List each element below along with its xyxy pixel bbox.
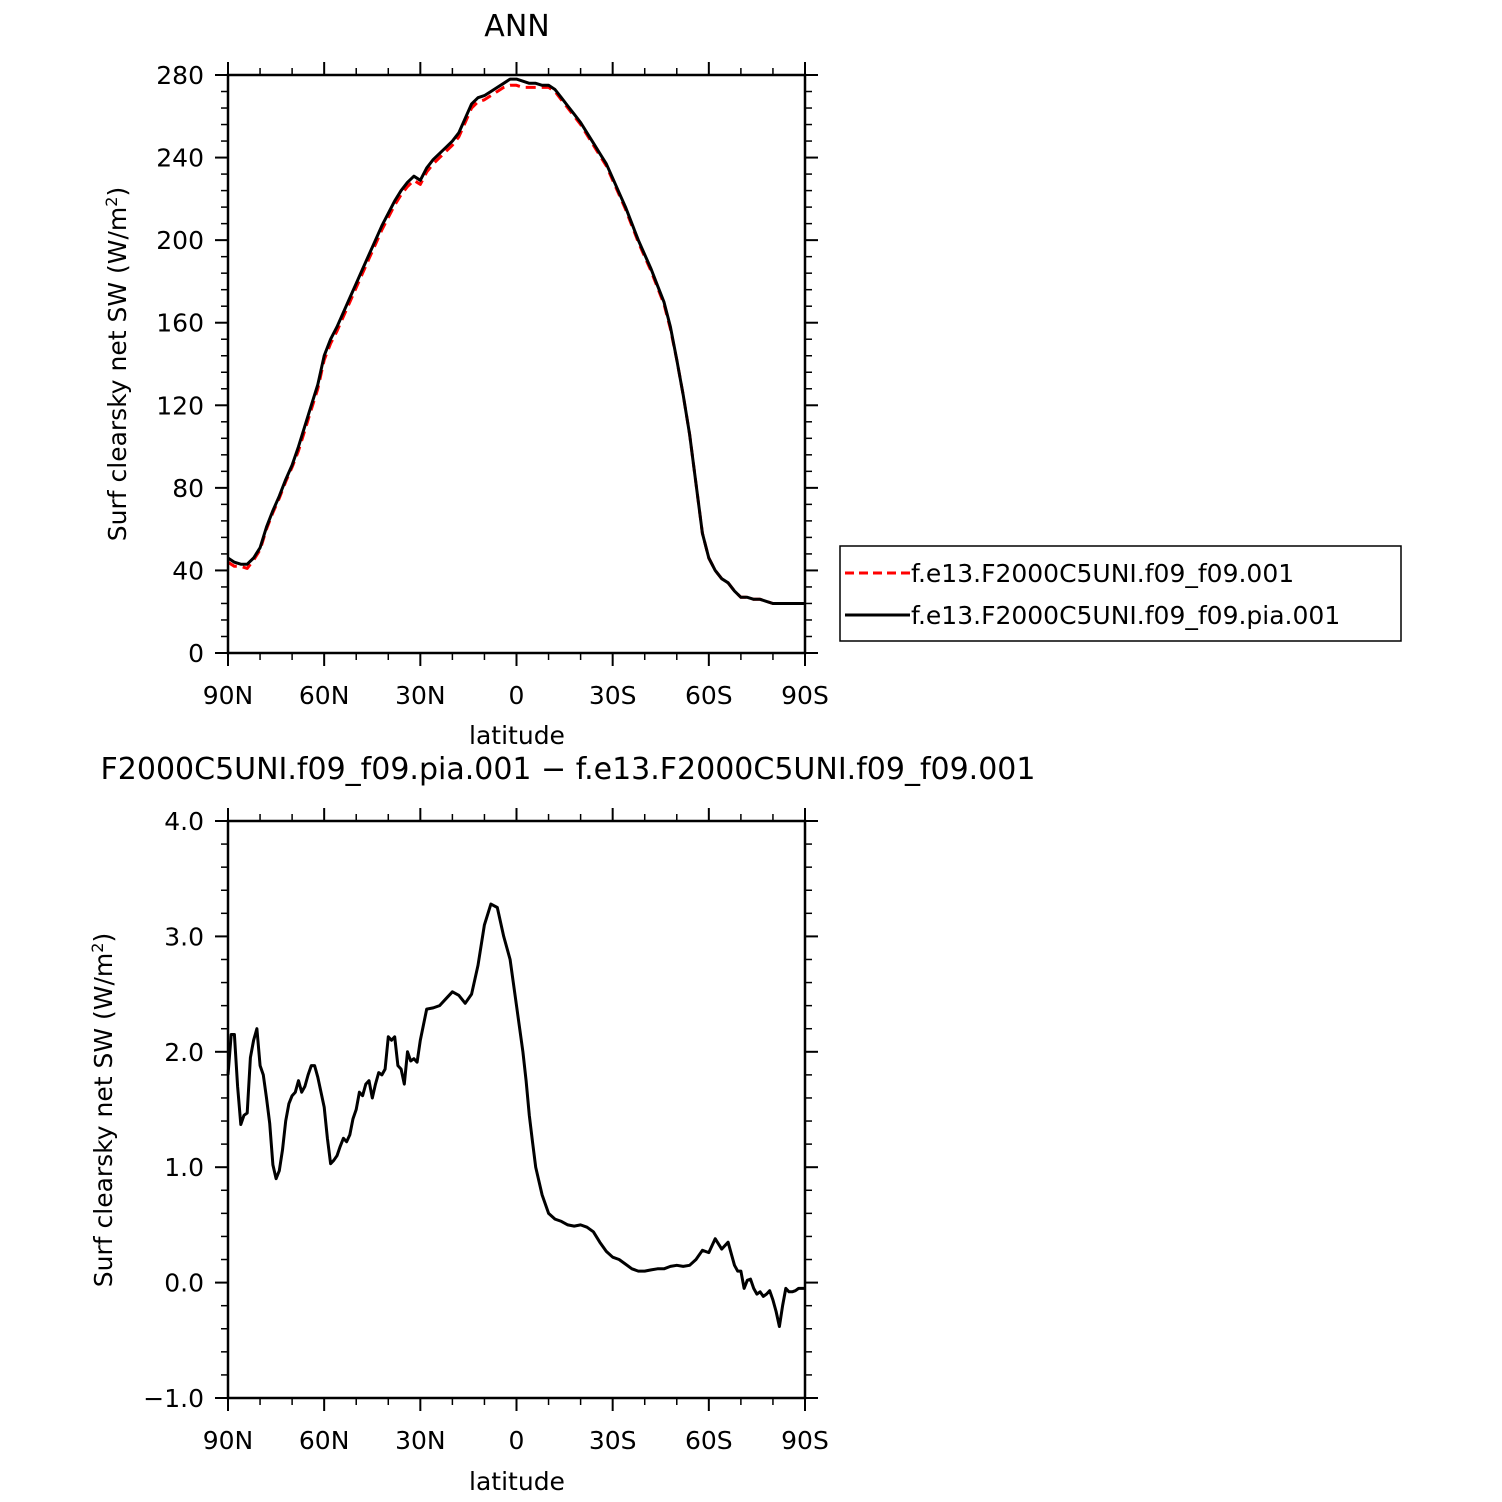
bottom-ytick-label: 4.0: [164, 807, 204, 836]
legend-label-experiment: f.e13.F2000C5UNI.f09_f09.pia.001: [911, 601, 1340, 630]
bottom-xtick-label: 30N: [395, 1426, 446, 1455]
top-ylabel-close: ): [103, 187, 132, 197]
bottom-xtick-label: 60S: [685, 1426, 733, 1455]
top-xtick-label: 90S: [781, 681, 829, 710]
bottom-xtick-label: 0: [509, 1426, 525, 1455]
top-ytick-label: 240: [156, 144, 204, 173]
top-series-line-0: [227, 83, 805, 605]
bottom-xtick-label: 90S: [781, 1426, 829, 1455]
top-ytick-label: 160: [156, 309, 204, 338]
bottom-series: [226, 902, 805, 1328]
top-ytick-label: 280: [156, 61, 204, 90]
top-ticks: 90N 60N 30N 0 30S 60S 90S 0 40 80 120 160 200 240 280: [156, 61, 829, 710]
top-y-axis-label: Surf clearsky net SW (W/m2): [102, 187, 132, 541]
top-xtick-label: 30S: [589, 681, 637, 710]
top-ytick-label: 40: [172, 556, 204, 585]
bottom-ytick-label: 2.0: [164, 1038, 204, 1067]
top-ytick-label: 120: [156, 391, 204, 420]
top-xtick-label: 30N: [395, 681, 446, 710]
top-xtick-label: 60N: [299, 681, 350, 710]
bottom-ytick-label: −1.0: [143, 1384, 204, 1413]
bottom-ytick-label: 3.0: [164, 922, 204, 951]
top-ytick-label: 80: [172, 474, 204, 503]
bottom-panel: F2000C5UNI.f09_f09.pia.001 − f.e13.F2000…: [88, 752, 1035, 1496]
bottom-xtick-label: 90N: [203, 1426, 254, 1455]
top-panel: ANN 90N 60N 30N 0 30S 60S 90S 0 40 80 120 160 200 240…: [102, 9, 1402, 750]
top-series-line-1: [227, 77, 805, 605]
bottom-chart-title: F2000C5UNI.f09_f09.pia.001 − f.e13.F2000…: [101, 752, 1036, 787]
bottom-x-axis-label: latitude: [469, 1467, 565, 1496]
legend: f.e13.F2000C5UNI.f09_f09.001 f.e13.F2000…: [839, 545, 1402, 642]
top-xtick-label: 0: [509, 681, 525, 710]
bottom-ytick-label: 1.0: [164, 1153, 204, 1182]
bottom-ylabel-superscript: 2: [88, 943, 107, 953]
top-plot-frame: [226, 73, 807, 655]
bottom-ticks: 90N 60N 30N 0 30S 60S 90S −1.0 0.0 1.0 2.0 3.0 4.0: [143, 807, 829, 1455]
top-chart-title: ANN: [484, 9, 549, 44]
top-ytick-label: 200: [156, 226, 204, 255]
top-series: [227, 77, 805, 605]
bottom-y-axis-label: Surf clearsky net SW (W/m2): [88, 933, 118, 1287]
bottom-ylabel-text: Surf clearsky net SW (W/m: [89, 953, 118, 1288]
bottom-xtick-label: 60N: [299, 1426, 350, 1455]
top-xtick-label: 90N: [203, 681, 254, 710]
bottom-ytick-label: 0.0: [164, 1269, 204, 1298]
legend-box: [839, 545, 1402, 642]
legend-label-control: f.e13.F2000C5UNI.f09_f09.001: [911, 559, 1294, 588]
top-ytick-label: 0: [188, 639, 204, 668]
bottom-ylabel-close: ): [89, 933, 118, 943]
bottom-plot-frame: [226, 819, 807, 1400]
top-ylabel-text: Surf clearsky net SW (W/m: [103, 207, 132, 542]
bottom-series-line-0: [226, 902, 805, 1328]
top-ylabel-superscript: 2: [102, 197, 121, 207]
bottom-xtick-label: 30S: [589, 1426, 637, 1455]
top-xtick-label: 60S: [685, 681, 733, 710]
top-x-axis-label: latitude: [469, 721, 565, 750]
